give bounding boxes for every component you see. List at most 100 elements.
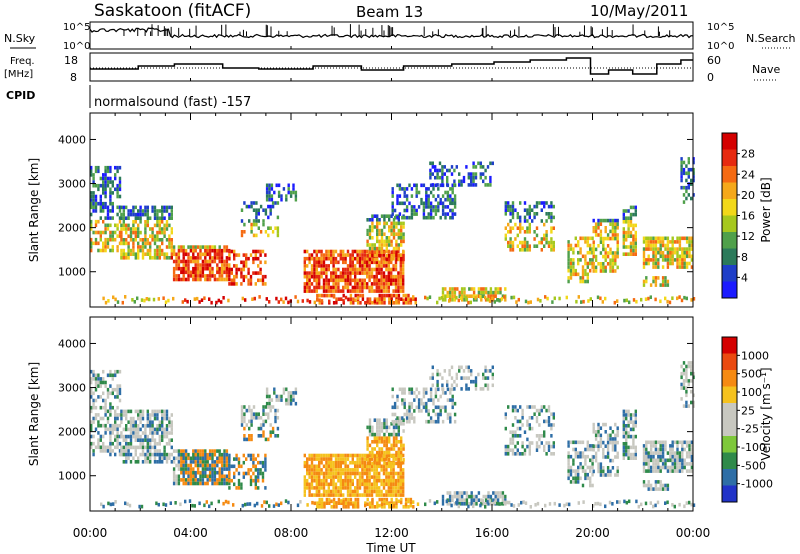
heatmap-cell [437,419,440,424]
heatmap-cell [427,412,430,417]
heatmap-cell [682,200,686,204]
heatmap-cell [654,254,658,259]
heatmap-cell [129,416,133,421]
heatmap-cell [151,427,154,432]
heatmap-cell [380,478,383,483]
heatmap-cell [162,502,165,507]
heatmap-cell [132,209,135,213]
heatmap-cell [225,452,229,457]
heatmap-cell [509,237,512,241]
heatmap-cell [681,444,684,448]
heatmap-cell [453,298,457,302]
heatmap-cell [277,503,280,507]
heatmap-cell [567,261,570,266]
heatmap-cell [451,215,454,220]
heatmap-cell [240,423,244,427]
heatmap-cell [392,461,396,466]
heatmap-cell [579,454,582,459]
heatmap-cell [330,274,333,279]
heatmap-cell [634,234,637,238]
heatmap-cell [144,445,147,450]
heatmap-cell [685,240,689,244]
heatmap-cell [141,431,145,435]
heatmap-cell [134,452,137,457]
heatmap-cell [211,266,214,271]
heatmap-cell [577,476,580,481]
heatmap-cell [545,408,548,413]
heatmap-cell [654,279,658,284]
heatmap-cell [371,243,374,247]
heatmap-cell [652,276,655,280]
heatmap-cell [446,175,449,180]
heatmap-cell [666,258,670,262]
heatmap-cell [685,164,688,168]
heatmap-cell [371,447,374,451]
heatmap-cell [92,201,95,206]
heatmap-cell [358,482,362,487]
heatmap-cell [109,441,112,446]
heatmap-cell [218,470,221,475]
heatmap-cell [264,453,267,458]
heatmap-cell [616,251,619,255]
heatmap-cell [472,172,475,176]
heatmap-cell [328,299,331,304]
heatmap-cell [439,201,442,206]
heatmap-cell [606,433,610,438]
heatmap-cell [322,486,326,490]
heatmap-cell [373,471,376,476]
heatmap-cell [306,282,309,286]
heatmap-cell [627,223,630,228]
heatmap-cell [521,452,524,456]
heatmap-cell [199,248,202,253]
heatmap-cell [102,449,105,453]
nsearch-label: N.Search [746,32,796,45]
heatmap-cell [313,471,316,476]
heatmap-cell [602,440,605,445]
heatmap-cell [235,486,238,490]
heatmap-cell [332,253,335,257]
heatmap-cell [134,234,137,238]
heatmap-cell [196,263,200,267]
heatmap-cell [109,402,112,406]
heatmap-cell [310,460,314,465]
heatmap-cell [664,276,667,280]
heatmap-cell [172,478,176,482]
heatmap-cell [240,271,243,275]
heatmap-cell [356,453,359,458]
heatmap-cell [204,470,207,475]
heatmap-cell [664,236,667,241]
heatmap-cell [383,418,386,422]
heatmap-cell [122,434,125,439]
heatmap-cell [514,408,517,413]
heatmap-cell [106,180,110,184]
heatmap-cell [432,215,435,220]
heatmap-cell [634,230,637,235]
heatmap-cell [249,274,253,279]
heatmap-cell [139,420,142,424]
heatmap-cell [104,427,107,432]
heatmap-cell [161,241,164,246]
heatmap-cell [245,256,248,261]
heatmap-cell [247,468,250,472]
heatmap-cell [392,443,396,448]
heatmap-cell [244,502,247,507]
heatmap-cell [602,422,605,427]
heatmap-cell [254,249,257,254]
heatmap-cell [327,457,330,461]
heatmap-cell [368,475,371,479]
heatmap-cell [664,440,667,445]
heatmap-cell [441,208,445,213]
heatmap-cell [330,460,333,465]
heatmap-cell [277,398,281,402]
heatmap-cell [253,503,256,508]
heatmap-cell [274,419,277,424]
heatmap-cell [106,445,110,450]
heatmap-cell [460,287,464,291]
heatmap-cell [342,271,345,275]
heatmap-cell [685,265,689,269]
heatmap-cell [392,457,395,461]
heatmap-cell [446,205,450,209]
heatmap-cell [659,440,662,445]
heatmap-cell [586,272,589,277]
heatmap-cell [455,376,458,380]
